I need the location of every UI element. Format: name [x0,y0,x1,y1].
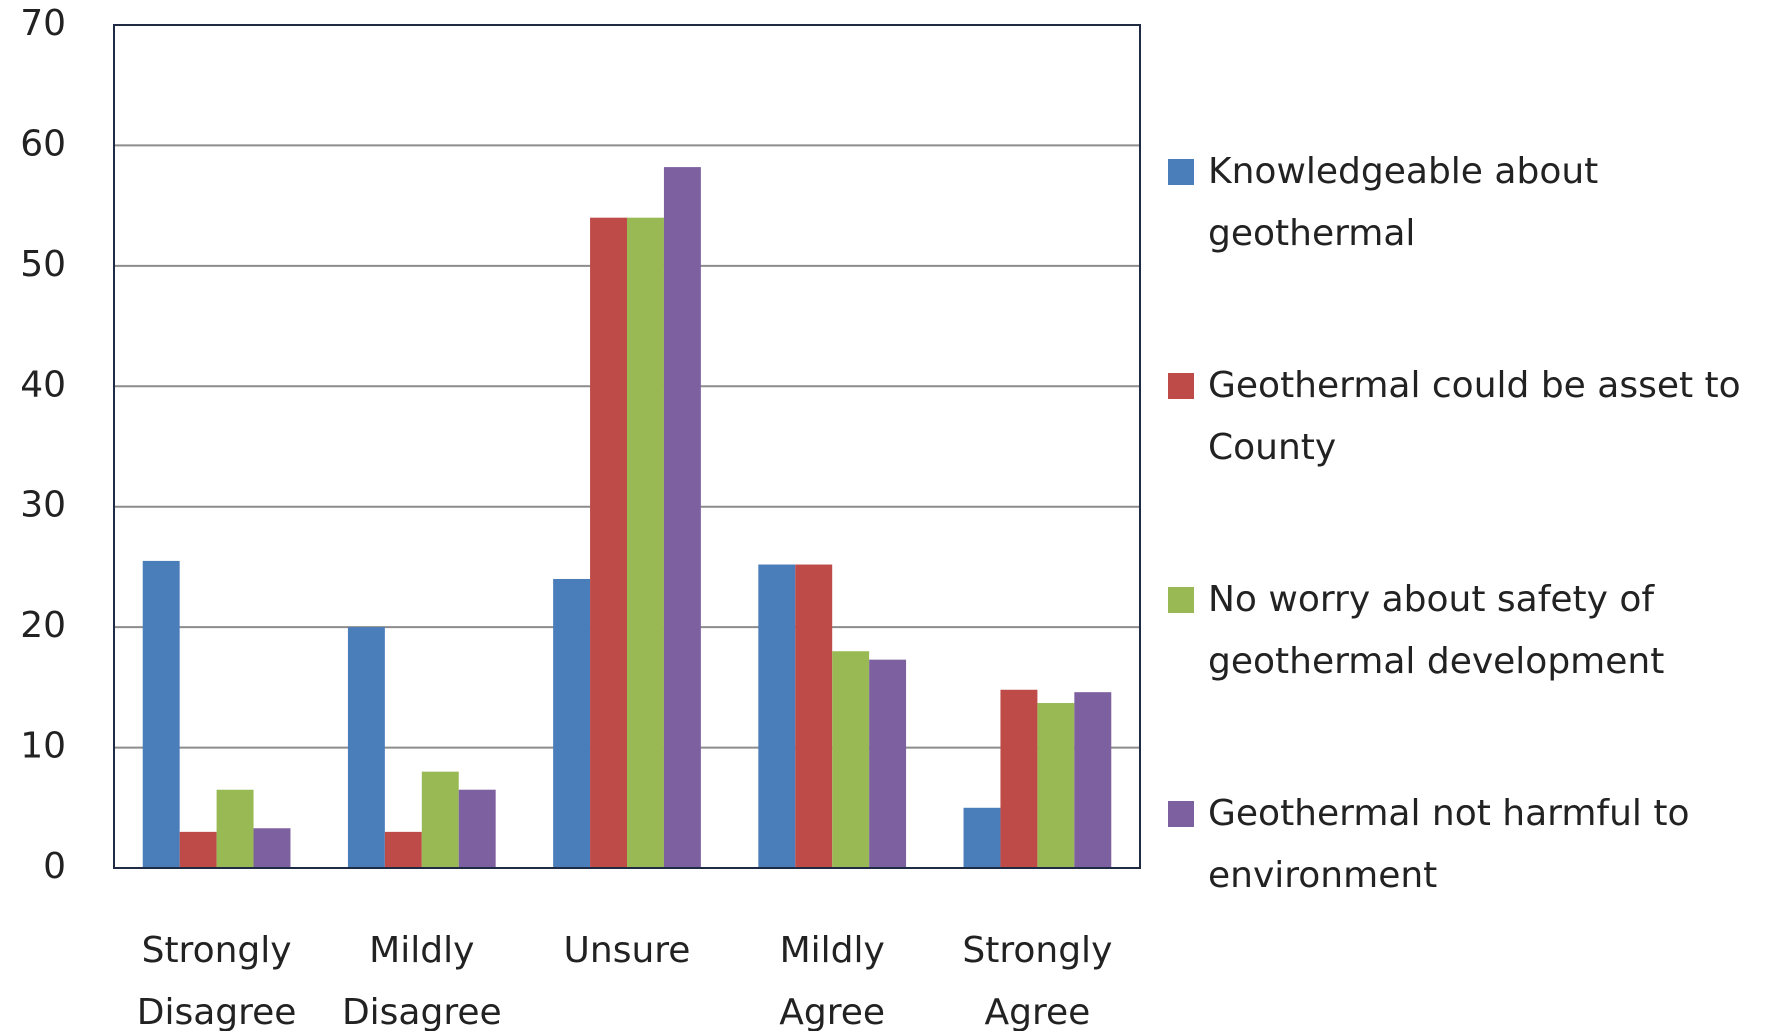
legend-swatch [1168,159,1194,185]
legend-swatch [1168,801,1194,827]
bar [795,564,833,868]
bar [832,651,870,868]
legend-label: Geothermal not harmful to environment [1208,793,1690,896]
legend-label: Geothermal could be asset to County [1208,365,1741,468]
bar [1000,689,1038,868]
legend-label: No worry about safety of geothermal deve… [1208,579,1665,682]
bar [590,217,627,868]
bar [142,560,180,868]
y-tick-label: 70 [20,3,66,44]
legend-swatch [1168,373,1194,399]
legend-label: Knowledgeable about geothermal [1208,151,1599,254]
bar [384,831,422,868]
bar [216,789,254,868]
bar [1037,703,1075,868]
bar [253,828,291,868]
x-tick-label: Mildly Agree [779,930,886,1031]
plot-border [113,24,1141,869]
x-tick-label: Mildly Disagree [341,930,502,1031]
bar [347,627,385,868]
y-tick-label: 60 [20,123,66,164]
bar [553,578,591,868]
bar [869,659,907,868]
bar [663,167,701,868]
legend-swatch [1168,587,1194,613]
bar [963,807,1001,868]
y-tick-label: 30 [20,485,66,526]
bar [627,217,664,868]
y-tick-label: 10 [20,726,66,767]
y-tick-label: 20 [20,605,66,646]
bar [179,831,217,868]
x-tick-label: Unsure [563,930,691,971]
y-tick-label: 50 [20,244,66,285]
x-tick-label: Strongly Agree [962,930,1113,1031]
x-tick-label: Strongly Disagree [136,930,297,1031]
bar [758,564,796,868]
bar [1074,692,1112,868]
bar [421,771,459,868]
y-tick-label: 40 [20,364,66,405]
y-tick-label: 0 [43,846,66,887]
bar [458,789,496,868]
